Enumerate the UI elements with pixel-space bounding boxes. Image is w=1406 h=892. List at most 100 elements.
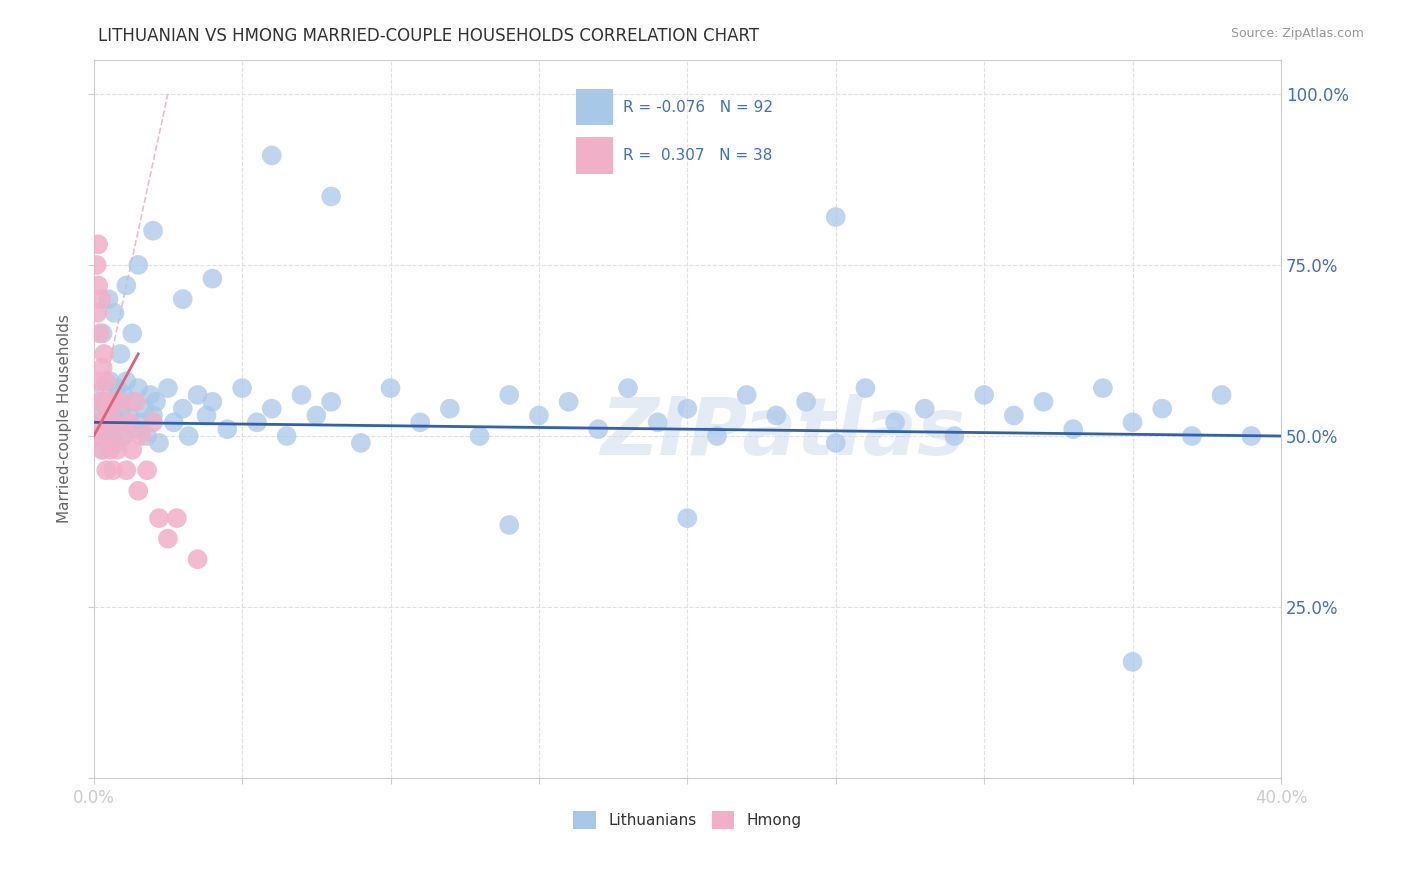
Point xyxy=(588,422,610,436)
Point xyxy=(87,409,110,423)
Point xyxy=(824,210,846,224)
Point xyxy=(439,401,461,416)
Point xyxy=(110,394,132,409)
Point xyxy=(1032,394,1054,409)
Point xyxy=(973,388,995,402)
Point xyxy=(112,388,135,402)
Point xyxy=(943,429,966,443)
Point xyxy=(380,381,402,395)
Point xyxy=(84,415,107,429)
Point xyxy=(1152,401,1174,416)
Point xyxy=(1122,415,1144,429)
Point xyxy=(86,258,108,272)
Point xyxy=(1211,388,1233,402)
Point xyxy=(115,463,138,477)
Point xyxy=(201,271,224,285)
Point xyxy=(103,306,125,320)
Point xyxy=(118,409,141,423)
Point xyxy=(90,292,112,306)
Point xyxy=(98,442,121,457)
Point xyxy=(87,374,110,388)
Point xyxy=(1240,429,1263,443)
Point xyxy=(127,483,149,498)
Point xyxy=(156,532,179,546)
Point xyxy=(136,463,159,477)
Point xyxy=(142,409,165,423)
Point xyxy=(129,429,152,443)
Point xyxy=(148,435,170,450)
Point xyxy=(121,394,143,409)
Point xyxy=(145,394,167,409)
Text: ZIPatlas: ZIPatlas xyxy=(600,394,965,472)
Point xyxy=(246,415,269,429)
Point xyxy=(765,409,787,423)
Point xyxy=(177,429,200,443)
Point xyxy=(676,401,699,416)
Point xyxy=(97,292,120,306)
Point xyxy=(527,409,550,423)
Point xyxy=(187,552,209,566)
Point xyxy=(1122,655,1144,669)
Legend: Lithuanians, Hmong: Lithuanians, Hmong xyxy=(567,805,808,835)
Point xyxy=(94,394,117,409)
Point xyxy=(139,388,162,402)
Point xyxy=(127,381,149,395)
Point xyxy=(101,463,124,477)
Point xyxy=(794,394,817,409)
Point xyxy=(231,381,253,395)
Point xyxy=(96,429,118,443)
Point xyxy=(884,415,907,429)
Text: Source: ZipAtlas.com: Source: ZipAtlas.com xyxy=(1230,27,1364,40)
Point xyxy=(107,381,129,395)
Point xyxy=(136,429,159,443)
Y-axis label: Married-couple Households: Married-couple Households xyxy=(58,315,72,524)
Point xyxy=(914,401,936,416)
Point xyxy=(108,415,131,429)
Point xyxy=(350,435,373,450)
Point xyxy=(107,442,129,457)
Point xyxy=(97,422,120,436)
Point xyxy=(110,347,132,361)
Point xyxy=(129,415,152,429)
Point xyxy=(90,394,112,409)
Point xyxy=(824,435,846,450)
Point xyxy=(87,278,110,293)
Point xyxy=(647,415,669,429)
Point xyxy=(134,401,156,416)
Point xyxy=(112,429,135,443)
Point xyxy=(89,326,111,341)
Point xyxy=(148,511,170,525)
Point xyxy=(91,442,114,457)
Point xyxy=(1181,429,1204,443)
Point xyxy=(201,394,224,409)
Point xyxy=(468,429,491,443)
Point xyxy=(115,374,138,388)
Point xyxy=(195,409,218,423)
Point xyxy=(617,381,640,395)
Point xyxy=(172,292,194,306)
Point xyxy=(115,278,138,293)
Text: LITHUANIAN VS HMONG MARRIED-COUPLE HOUSEHOLDS CORRELATION CHART: LITHUANIAN VS HMONG MARRIED-COUPLE HOUSE… xyxy=(98,27,759,45)
Point xyxy=(96,463,118,477)
Point xyxy=(104,435,127,450)
Point xyxy=(260,148,283,162)
Point xyxy=(96,401,118,416)
Point xyxy=(84,429,107,443)
Point xyxy=(321,189,343,203)
Point xyxy=(103,394,125,409)
Point xyxy=(127,258,149,272)
Point xyxy=(93,381,115,395)
Point xyxy=(100,394,122,409)
Point xyxy=(91,326,114,341)
Point xyxy=(321,394,343,409)
Point xyxy=(124,422,146,436)
Point xyxy=(110,401,132,416)
Point xyxy=(498,388,520,402)
Point xyxy=(87,237,110,252)
Point xyxy=(94,415,117,429)
Point xyxy=(498,518,520,533)
Point xyxy=(89,429,111,443)
Point xyxy=(142,415,165,429)
Point xyxy=(305,409,328,423)
Point xyxy=(260,401,283,416)
